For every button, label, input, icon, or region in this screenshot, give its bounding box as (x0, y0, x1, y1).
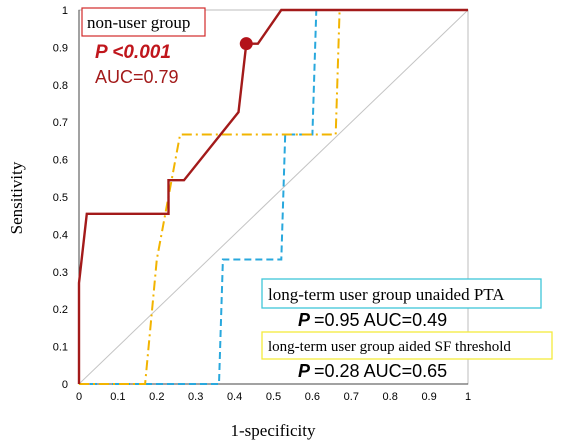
unaided-label: long-term user group unaided PTA (268, 285, 505, 304)
aided-stats: P =0.28 AUC=0.65 (298, 361, 447, 381)
nonuser-auc: AUC=0.79 (95, 67, 179, 87)
reference-line-group (78, 9, 469, 385)
y-tick-label: 1 (62, 5, 68, 17)
unaided-p-letter: P (298, 310, 311, 330)
aided-p-letter: P (298, 361, 311, 381)
x-tick-label: 0.5 (266, 391, 281, 403)
reference-diagonal (78, 9, 469, 385)
y-tick-label: 0.1 (53, 342, 68, 354)
x-axis-title: 1-specificity (231, 421, 316, 440)
series-line-non-user-group (77, 8, 468, 384)
y-tick-label: 0.2 (53, 304, 68, 316)
y-tick-label: 0.8 (53, 80, 68, 92)
aided-annotation: long-term user group aided SF threshold … (261, 331, 553, 381)
y-axis-title: Sensitivity (7, 161, 26, 234)
aided-label: long-term user group aided SF threshold (268, 339, 511, 355)
x-tick-label: 0.7 (344, 391, 359, 403)
y-tick-label: 0.3 (53, 267, 68, 279)
y-tick-label: 0 (62, 379, 68, 391)
x-tick-label: 0.9 (421, 391, 436, 403)
x-tick-label: 1 (465, 391, 471, 403)
unaided-stats-values: =0.95 AUC=0.49 (314, 310, 447, 330)
aided-stats-values: =0.28 AUC=0.65 (314, 361, 447, 381)
x-tick-label: 0.6 (305, 391, 320, 403)
nonuser-label-box (81, 7, 206, 37)
nonuser-p-value: P <0.001 (95, 42, 171, 63)
unaided-label-box (261, 278, 542, 309)
nonuser-annotation: non-user group P <0.001 AUC=0.79 (81, 7, 206, 87)
series-lines (77, 8, 468, 385)
x-tick-label: 0.4 (227, 391, 242, 403)
y-tick-label: 0.5 (53, 192, 68, 204)
y-tick-label: 0.4 (53, 229, 68, 241)
x-tick-label: 0.2 (149, 391, 164, 403)
unaided-annotation: long-term user group unaided PTA P =0.95 … (261, 278, 542, 330)
aided-label-box (261, 331, 553, 360)
y-tick-label: 0.7 (53, 117, 68, 129)
optimal-cutoff-point (239, 37, 253, 51)
x-tick-label: 0.8 (383, 391, 398, 403)
y-tick-label: 0.6 (53, 155, 68, 167)
x-tick-label: 0.3 (188, 391, 203, 403)
unaided-stats: P =0.95 AUC=0.49 (298, 310, 447, 330)
nonuser-label: non-user group (87, 13, 190, 32)
x-tick-label: 0.1 (110, 391, 125, 403)
x-tick-label: 0 (76, 391, 82, 403)
y-tick-label: 0.9 (53, 42, 68, 54)
tick-labels: 0 0.1 0.2 0.3 0.4 0.5 0.6 0.7 0.8 0.9 1 0 0.1 0.2 0.3 0… (53, 5, 471, 403)
